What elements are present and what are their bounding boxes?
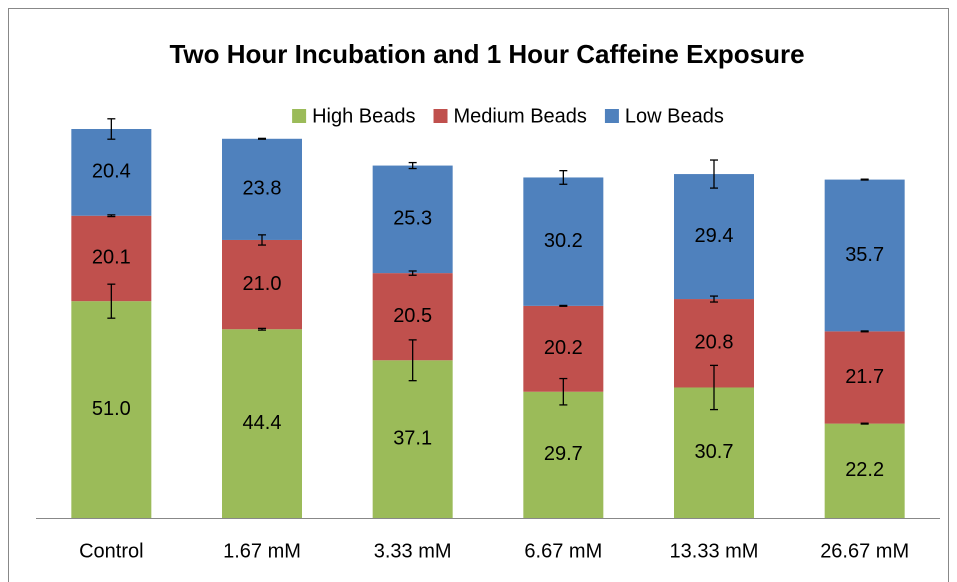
data-label: 21.7 (845, 366, 884, 388)
x-tick-label: 3.33 mM (374, 540, 452, 562)
data-label: 23.8 (243, 178, 282, 200)
data-label: 37.1 (393, 427, 432, 449)
legend-swatch (604, 109, 619, 123)
legend-swatch (433, 109, 448, 123)
data-label: 51.0 (92, 398, 131, 420)
data-label: 29.4 (695, 225, 734, 247)
legend-label: Medium Beads (454, 105, 587, 127)
data-label: 30.2 (544, 230, 583, 252)
data-label: 20.5 (393, 305, 432, 327)
error-bar (107, 118, 116, 140)
bar-segment (824, 179, 905, 332)
data-label: 20.8 (695, 332, 734, 354)
bar-segment (222, 329, 302, 518)
error-bar (860, 330, 869, 333)
error-bar (107, 214, 116, 218)
x-tick-label: 13.33 mM (670, 540, 759, 562)
error-bar (710, 364, 718, 411)
error-bar (559, 377, 568, 406)
bar-segment (523, 391, 604, 518)
data-label: 29.7 (544, 443, 583, 465)
error-bar (559, 170, 568, 185)
error-bar (258, 327, 266, 331)
error-bar (710, 159, 718, 189)
bar-segment (824, 331, 905, 424)
x-tick-label: 1.67 mM (223, 540, 301, 562)
legend-label: High Beads (312, 105, 415, 127)
data-label: 25.3 (393, 208, 432, 230)
error-bar (408, 339, 417, 382)
x-tick-label: 6.67 mM (524, 540, 602, 562)
data-label: 21.0 (243, 273, 282, 295)
bar-segment (71, 129, 152, 216)
bar-segment (824, 423, 905, 518)
data-label: 22.2 (845, 459, 884, 481)
error-bar (107, 283, 116, 319)
data-label: 30.7 (695, 441, 734, 463)
x-tick-label: Control (79, 540, 143, 562)
bar-segment (71, 301, 152, 518)
bar-segment (674, 174, 754, 300)
chart-title: Two Hour Incubation and 1 Hour Caffeine … (169, 39, 804, 69)
legend-label: Low Beads (625, 105, 724, 127)
bar-segment (523, 177, 604, 306)
error-bar (258, 137, 266, 140)
error-bar (408, 161, 417, 170)
error-bar (258, 234, 266, 246)
x-tick-label: 26.67 mM (820, 540, 909, 562)
error-bar (559, 304, 568, 307)
error-bar (860, 178, 869, 181)
error-bar (408, 270, 417, 276)
data-label: 20.4 (92, 161, 131, 183)
bar-segment (222, 239, 302, 330)
error-bar (710, 295, 718, 303)
data-label: 20.2 (544, 337, 583, 359)
data-label: 35.7 (845, 244, 884, 266)
bar-segment (372, 360, 453, 518)
data-label: 20.1 (92, 247, 131, 269)
data-label: 44.4 (243, 412, 282, 434)
chart-frame (8, 8, 949, 582)
error-bar (860, 422, 869, 425)
bar-segment (372, 165, 453, 274)
bar-segment (523, 305, 604, 392)
bar-segment (222, 138, 302, 240)
legend-swatch (292, 109, 307, 123)
